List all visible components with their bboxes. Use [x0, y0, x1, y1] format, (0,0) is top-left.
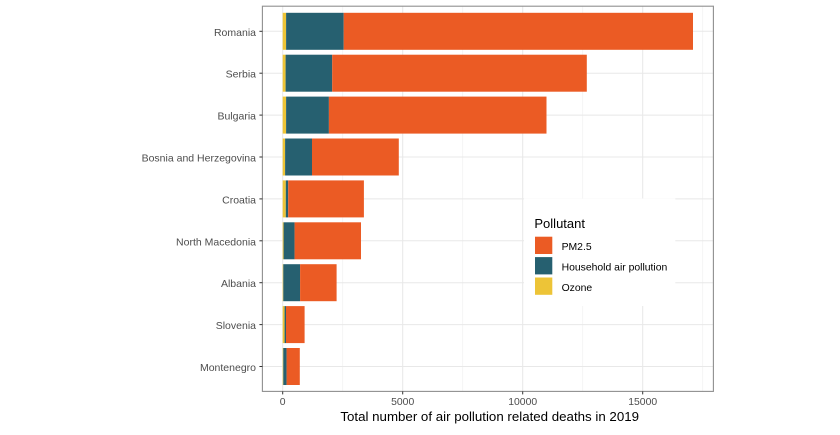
svg-text:Romania: Romania — [214, 27, 256, 39]
svg-text:10000: 10000 — [508, 397, 537, 408]
svg-text:Bosnia and Herzegovina: Bosnia and Herzegovina — [142, 153, 257, 165]
svg-text:0: 0 — [280, 397, 286, 408]
svg-text:PM2.5: PM2.5 — [562, 242, 592, 253]
svg-text:Serbia: Serbia — [226, 69, 257, 81]
svg-text:15000: 15000 — [628, 397, 657, 408]
svg-text:Ozone: Ozone — [562, 283, 593, 294]
svg-text:Montenegro: Montenegro — [200, 362, 256, 374]
svg-text:Pollutant: Pollutant — [534, 216, 585, 231]
svg-text:Bulgaria: Bulgaria — [217, 111, 256, 123]
svg-text:Slovenia: Slovenia — [216, 320, 256, 332]
svg-text:Croatia: Croatia — [222, 194, 256, 206]
svg-text:North Macedonia: North Macedonia — [176, 236, 256, 248]
svg-text:Albania: Albania — [221, 278, 256, 290]
svg-text:Total number of air pollution: Total number of air pollution related de… — [340, 409, 639, 424]
svg-text:Household air pollution: Household air pollution — [562, 263, 668, 274]
svg-text:5000: 5000 — [391, 397, 414, 408]
